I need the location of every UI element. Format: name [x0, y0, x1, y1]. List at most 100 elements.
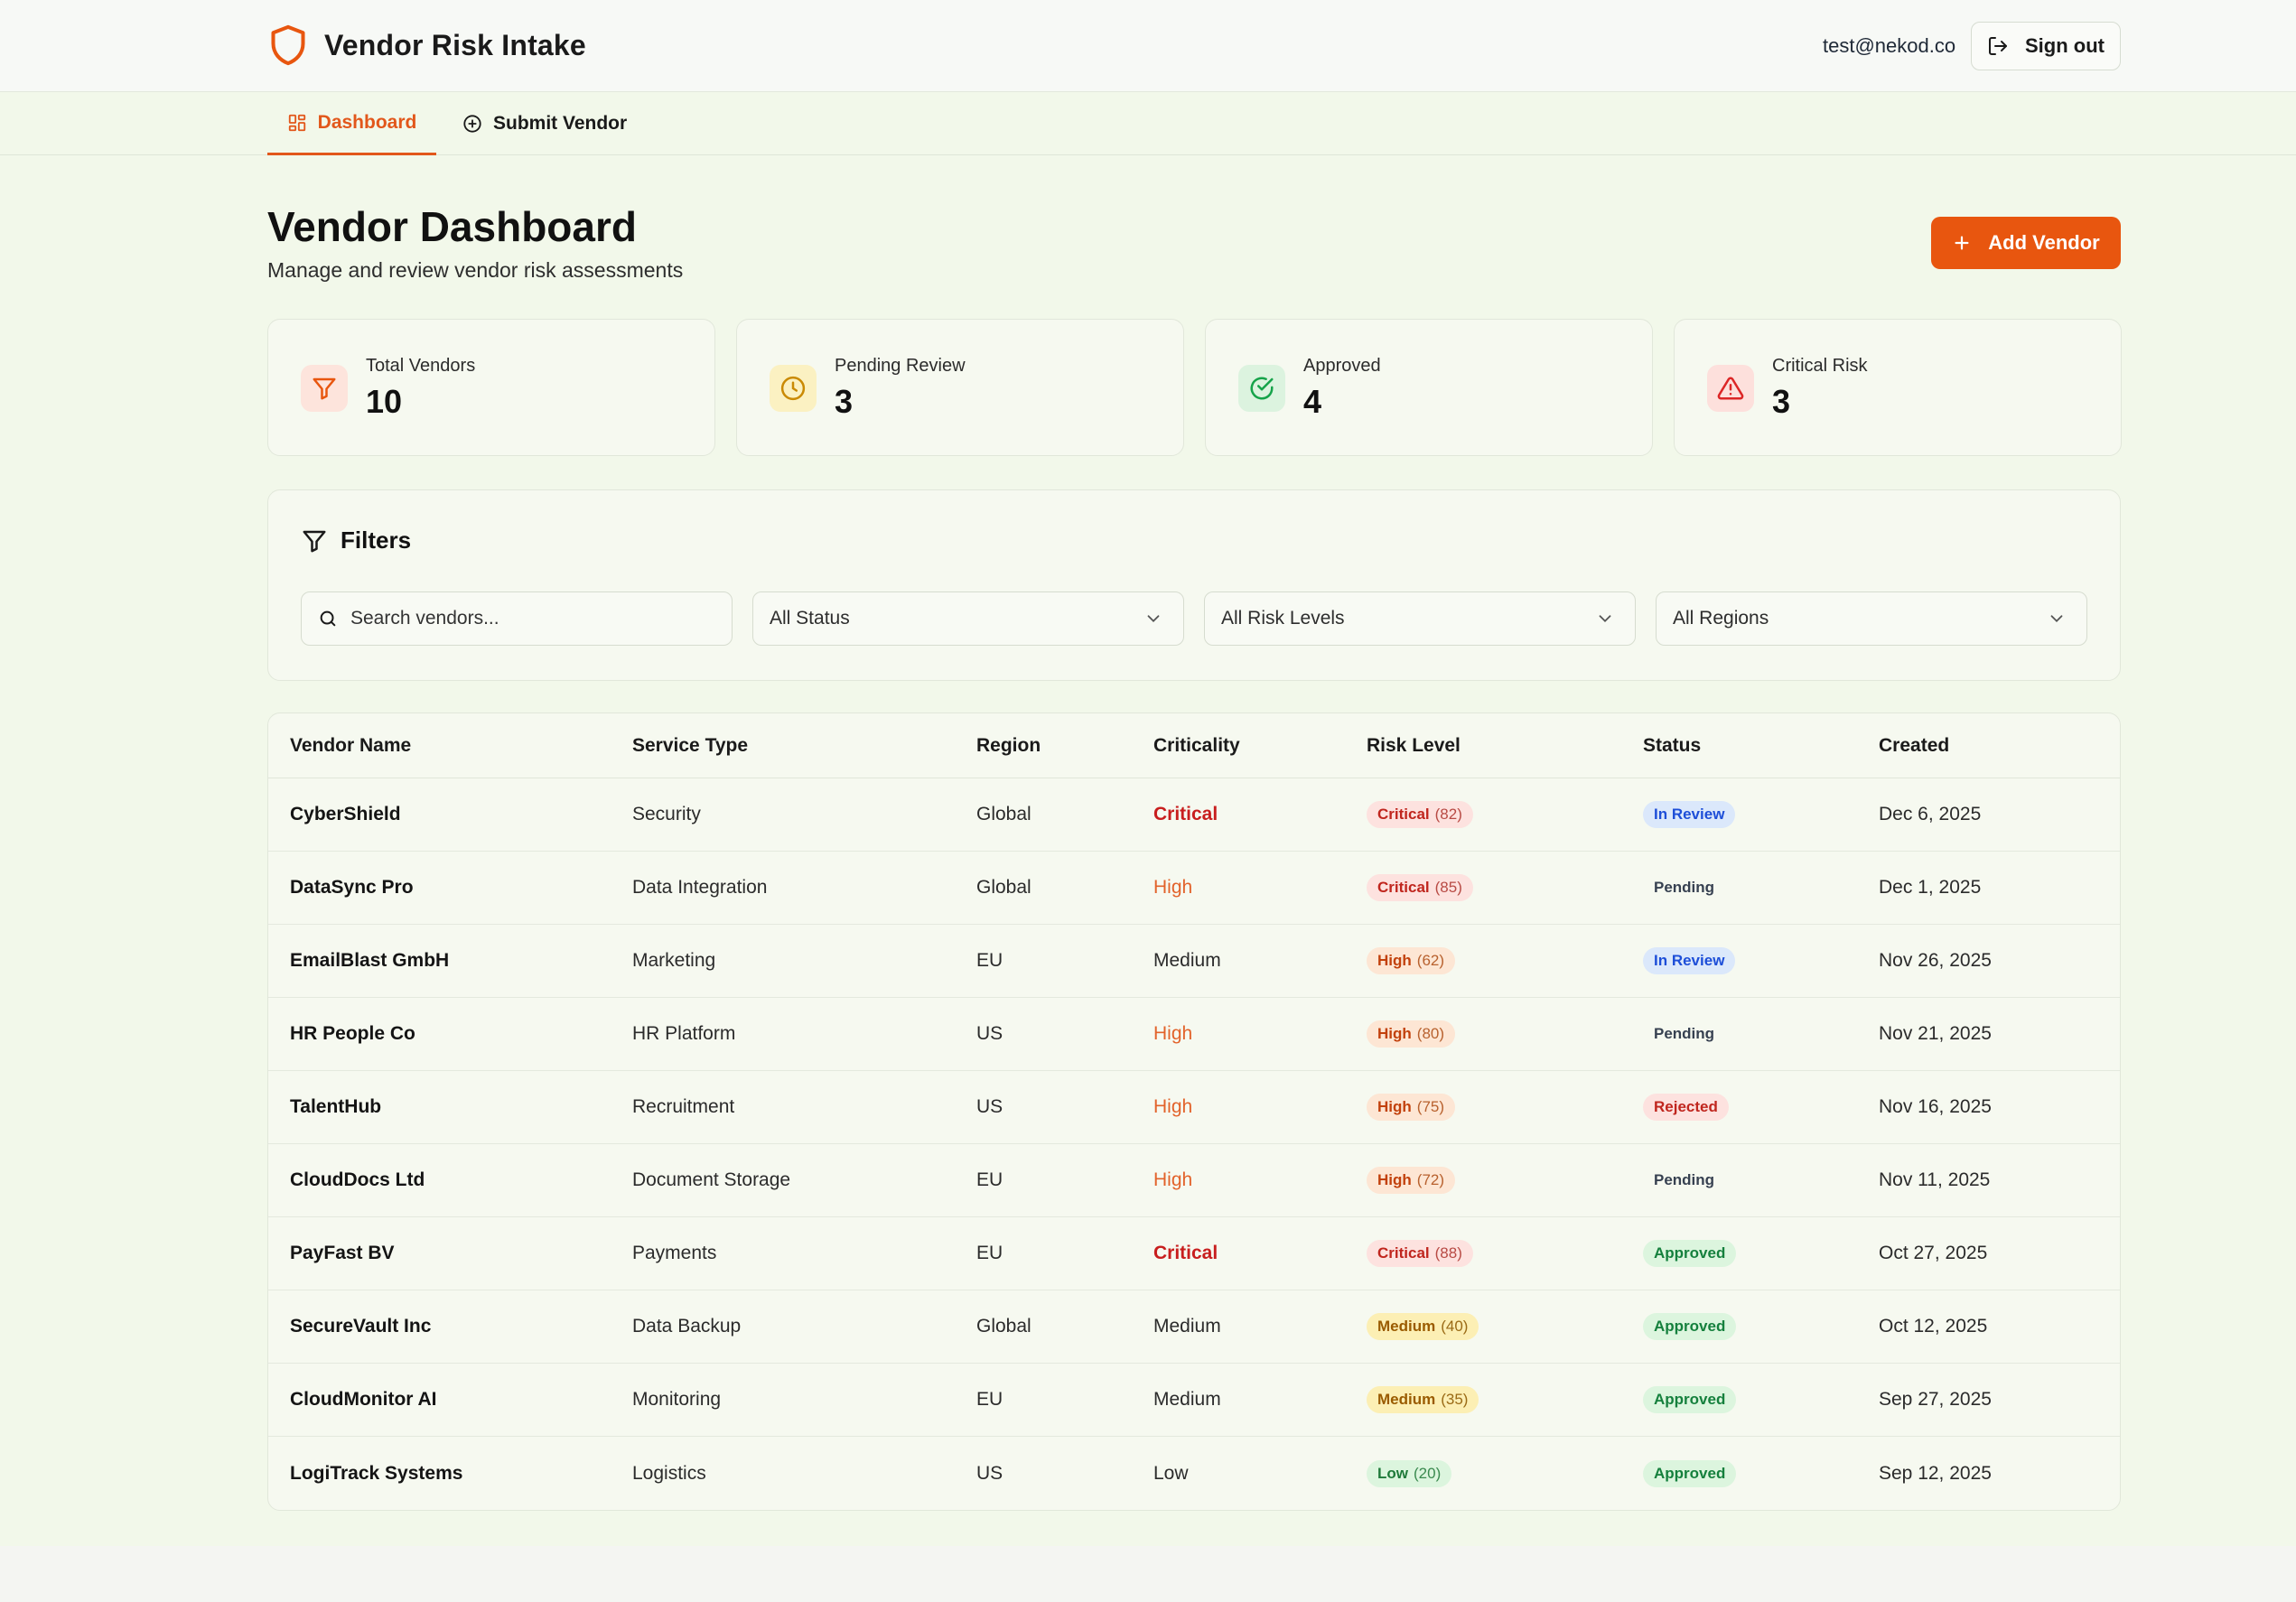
- table-row[interactable]: SecureVault Inc Data Backup Global Medium Me…: [268, 1290, 2120, 1364]
- column-header[interactable]: Region: [976, 734, 1041, 756]
- vendor-name[interactable]: PayFast BV: [290, 1243, 395, 1263]
- risk-level-cell: Critical (88): [1367, 1217, 1473, 1290]
- created-date: Nov 11, 2025: [1879, 1169, 1991, 1190]
- risk-badge: Low (20): [1367, 1459, 1452, 1487]
- stat-value: 3: [1772, 383, 1791, 420]
- vendor-name[interactable]: HR People Co: [290, 1023, 415, 1044]
- risk-score: (82): [1434, 806, 1462, 823]
- status-badge: Pending: [1654, 1171, 1715, 1188]
- vendor-name[interactable]: CyberShield: [290, 804, 401, 824]
- created-date: Oct 27, 2025: [1879, 1243, 1988, 1263]
- stat-card-approved: Approved 4: [1205, 319, 1653, 456]
- service-type: Data Integration: [632, 877, 768, 898]
- table-row[interactable]: LogiTrack Systems Logistics US Low Low (20) Ap…: [268, 1437, 2120, 1510]
- table-row[interactable]: CloudDocs Ltd Document Storage EU High High(…: [268, 1144, 2120, 1217]
- region: EU: [976, 1389, 1003, 1410]
- created-date: Sep 12, 2025: [1879, 1462, 1992, 1484]
- column-header[interactable]: Risk Level: [1367, 734, 1461, 756]
- risk-badge: Critical (85): [1367, 874, 1473, 901]
- vendor-name[interactable]: TalentHub: [290, 1096, 382, 1117]
- sign-out-label: Sign out: [2025, 34, 2105, 57]
- vendor-name[interactable]: SecureVault Inc: [290, 1316, 432, 1337]
- grid-icon: [288, 114, 305, 131]
- table-row[interactable]: TalentHub Recruitment US High High (75) Reject…: [268, 1071, 2120, 1144]
- risk-level: Medium: [1377, 1318, 1436, 1335]
- vendors-table: Vendor Name Service Type Region Critical…: [267, 713, 2121, 1511]
- vendor-name[interactable]: CloudMonitor AI: [290, 1389, 437, 1410]
- sign-out-button[interactable]: Sign out: [1971, 22, 2121, 70]
- table-row[interactable]: HR People Co HR Platform US High High (80) Pen…: [268, 998, 2120, 1071]
- criticality: High: [1153, 1023, 1193, 1044]
- status-badge: Approved: [1643, 1240, 1737, 1267]
- brand[interactable]: Vendor Risk Intake: [268, 23, 586, 67]
- column-header[interactable]: Vendor Name: [290, 734, 412, 756]
- criticality: Low: [1153, 1462, 1189, 1484]
- risk-level-cell: Critical (82): [1367, 778, 1473, 851]
- stat-value: 4: [1303, 383, 1322, 420]
- risk-level-cell: Medium (40): [1367, 1290, 1479, 1363]
- filters-heading: Filters: [301, 526, 411, 554]
- status-cell: Approved: [1643, 1437, 1737, 1510]
- vendor-name[interactable]: LogiTrack Systems: [290, 1462, 463, 1484]
- column-header[interactable]: Created: [1879, 734, 1950, 756]
- filters-title: Filters: [341, 526, 412, 554]
- risk-badge: Medium (40): [1367, 1313, 1479, 1340]
- criticality: Medium: [1153, 950, 1221, 971]
- top-header: Vendor Risk Intake test@nekod.co Sign ou…: [0, 0, 2296, 92]
- status-select[interactable]: All Status: [752, 591, 1184, 646]
- status-badge: Rejected: [1643, 1094, 1729, 1121]
- vendor-name[interactable]: EmailBlast GmbH: [290, 950, 450, 971]
- filter-icon: [303, 530, 326, 552]
- region: EU: [976, 1169, 1003, 1190]
- region: EU: [976, 950, 1003, 971]
- table-row[interactable]: CloudMonitor AI Monitoring EU Medium Medium (…: [268, 1364, 2120, 1437]
- chevron-down-icon: [1147, 615, 1160, 623]
- column-header[interactable]: Service Type: [632, 734, 749, 756]
- risk-level: High: [1377, 952, 1412, 969]
- region: Global: [976, 877, 1031, 898]
- check-circle-icon: [1250, 377, 1274, 400]
- plus-circle-icon: [463, 115, 481, 133]
- nav-tabs: Dashboard Submit Vendor: [0, 92, 2296, 155]
- tab-submit-vendor[interactable]: Submit Vendor: [462, 92, 627, 155]
- risk-score: (35): [1441, 1391, 1469, 1408]
- search-input[interactable]: Search vendors...: [301, 591, 733, 646]
- criticality: Critical: [1153, 804, 1218, 824]
- page-title: Vendor Dashboard: [267, 203, 637, 250]
- stat-card-pending-review: Pending Review 3: [736, 319, 1184, 456]
- stat-label: Total Vendors: [366, 356, 476, 376]
- risk-level-cell: High (80): [1367, 998, 1456, 1070]
- stat-value: 10: [366, 383, 403, 420]
- region: US: [976, 1096, 1003, 1117]
- table-row[interactable]: PayFast BV Payments EU Critical Critical (88)…: [268, 1217, 2120, 1290]
- risk-score: (62): [1416, 952, 1445, 969]
- vendor-name[interactable]: CloudDocs Ltd: [290, 1169, 425, 1190]
- add-vendor-button[interactable]: Add Vendor: [1931, 217, 2121, 269]
- tab-submit-vendor-label: Submit Vendor: [493, 113, 628, 134]
- vendor-name[interactable]: DataSync Pro: [290, 877, 414, 898]
- region-select[interactable]: All Regions: [1656, 591, 2087, 646]
- tab-dashboard[interactable]: Dashboard: [267, 92, 436, 155]
- table-row[interactable]: EmailBlast GmbH Marketing EU Medium High (62)…: [268, 925, 2120, 998]
- table-row[interactable]: DataSync Pro Data Integration Global High Cr…: [268, 852, 2120, 925]
- risk-level-select[interactable]: All Risk Levels: [1204, 591, 1636, 646]
- created-date: Dec 6, 2025: [1879, 804, 1982, 824]
- service-type: Logistics: [632, 1462, 706, 1484]
- chevron-down-icon: [2050, 615, 2063, 623]
- column-header[interactable]: Criticality: [1153, 734, 1240, 756]
- table-row[interactable]: CyberShield Security Global Critical Critica…: [268, 778, 2120, 852]
- plus-icon: [1955, 236, 1969, 250]
- status-cell: Approved: [1643, 1217, 1737, 1290]
- status-badge: Approved: [1643, 1459, 1737, 1487]
- status-badge: Approved: [1643, 1386, 1737, 1413]
- region: US: [976, 1023, 1003, 1044]
- service-type: Monitoring: [632, 1389, 722, 1410]
- risk-level: Critical: [1377, 1244, 1430, 1262]
- status-badge: Approved: [1643, 1313, 1737, 1340]
- status-select-value: All Status: [770, 608, 850, 629]
- created-date: Sep 27, 2025: [1879, 1389, 1992, 1410]
- stat-label: Critical Risk: [1772, 356, 1868, 376]
- risk-level-cell: High (75): [1367, 1071, 1456, 1143]
- column-header[interactable]: Status: [1643, 734, 1702, 756]
- created-date: Nov 26, 2025: [1879, 950, 1992, 971]
